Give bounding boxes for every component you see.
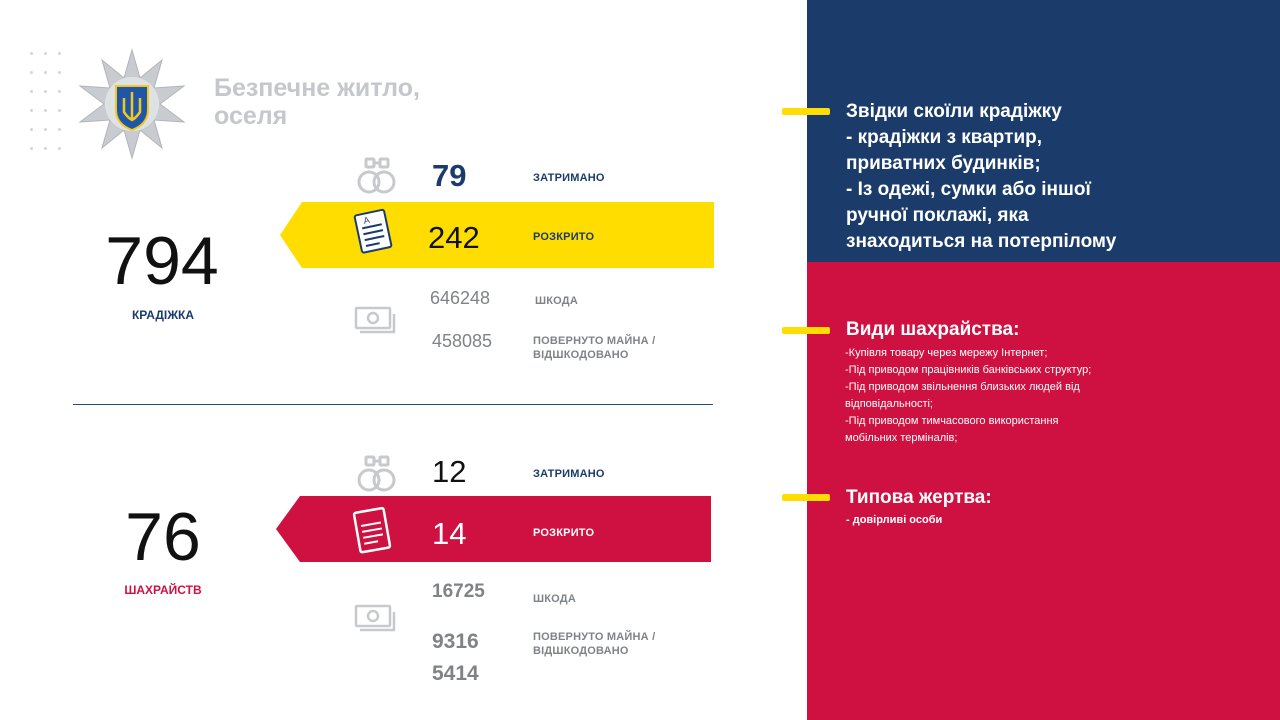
theft-solved-label: РОЗКРИТО bbox=[533, 231, 595, 243]
theft-source-line: знаходиться на потерпілому bbox=[846, 231, 1117, 252]
theft-detained-label: ЗАТРИМАНО bbox=[533, 172, 605, 184]
fraud-solved-band bbox=[276, 496, 711, 567]
page-title-line-1: Безпечне житло, bbox=[214, 74, 420, 102]
svg-text:A: A bbox=[363, 215, 371, 226]
fraud-returned-label: ПОВЕРНУТО МАЙНА / ВІДШКОДОВАНО bbox=[533, 630, 655, 658]
fraud-types-heading: Види шахрайства: bbox=[846, 319, 1020, 340]
decorative-dot bbox=[58, 71, 61, 74]
theft-source-line: - крадіжки з квартир, bbox=[846, 127, 1043, 148]
page-title: Безпечне житло, оселя bbox=[214, 74, 420, 130]
fraud-detained-label: ЗАТРИМАНО bbox=[533, 468, 605, 480]
victim-heading: Типова жертва: bbox=[846, 487, 992, 508]
fraud-types-list: -Купівля товару через мережу Інтернет; -… bbox=[845, 345, 1091, 447]
victim-bullet bbox=[782, 494, 830, 501]
section-divider bbox=[73, 404, 713, 405]
fraud-type-item: -Під приводом звільнення близьких людей … bbox=[845, 381, 1080, 393]
fraud-type-item: мобільних терміналів; bbox=[845, 432, 958, 444]
money-icon bbox=[354, 604, 396, 639]
theft-returned-value: 458085 bbox=[432, 331, 493, 351]
decorative-dot bbox=[44, 109, 47, 112]
fraud-damage-value: 16725 bbox=[432, 581, 485, 602]
document-icon bbox=[350, 506, 396, 559]
decorative-dot bbox=[58, 147, 61, 150]
decorative-dot bbox=[44, 52, 47, 55]
theft-source-text: Звідки скоїли крадіжку - крадіжки з квар… bbox=[846, 99, 1116, 255]
theft-damage-value: 646248 bbox=[430, 288, 491, 308]
decorative-dot bbox=[58, 52, 61, 55]
handcuffs-icon bbox=[356, 155, 398, 202]
page-title-line-2: оселя bbox=[214, 102, 288, 130]
fraud-types-bullet bbox=[782, 327, 830, 334]
decorative-dot bbox=[58, 128, 61, 131]
fraud-type-item: -Під приводом працівників банківських ст… bbox=[845, 364, 1092, 376]
theft-solved-band bbox=[280, 202, 714, 273]
theft-source-line: ручної поклажі, яка bbox=[846, 205, 1029, 226]
fraud-damage-label: ШКОДА bbox=[533, 593, 576, 605]
decorative-dot bbox=[30, 71, 33, 74]
fraud-label: ШАХРАЙСТВ bbox=[124, 583, 202, 597]
fraud-count: 76 bbox=[125, 499, 201, 575]
decorative-dot bbox=[30, 90, 33, 93]
theft-source-bullet bbox=[782, 108, 830, 115]
theft-returned-label: ПОВЕРНУТО МАЙНА / ВІДШКОДОВАНО bbox=[533, 334, 655, 362]
police-emblem-icon bbox=[76, 48, 188, 160]
decorative-dot bbox=[30, 147, 33, 150]
theft-detained-value: 79 bbox=[432, 158, 467, 193]
fraud-info-panel bbox=[807, 262, 1280, 720]
handcuffs-icon bbox=[356, 453, 398, 500]
theft-source-line: - Із одежі, сумки або іншої bbox=[846, 179, 1091, 200]
fraud-type-item: -Купівля товару через мережу Інтернет; bbox=[845, 347, 1048, 359]
fraud-returned-value-line-2: 5414 bbox=[432, 662, 479, 685]
fraud-returned-value-line-1: 9316 bbox=[432, 630, 479, 653]
fraud-detained-value: 12 bbox=[432, 454, 467, 489]
decorative-dot bbox=[30, 109, 33, 112]
fraud-type-item: -Під приводом тимчасового використання bbox=[845, 415, 1059, 427]
decorative-dot bbox=[30, 52, 33, 55]
decorative-dot bbox=[44, 90, 47, 93]
decorative-dot bbox=[58, 90, 61, 93]
fraud-returned-label-line-1: ПОВЕРНУТО МАЙНА / bbox=[533, 631, 656, 643]
theft-returned-label-line-2: ВІДШКОДОВАНО bbox=[533, 349, 629, 361]
decorative-dot bbox=[58, 109, 61, 112]
theft-damage-label: ШКОДА bbox=[535, 295, 578, 307]
decorative-dot bbox=[44, 147, 47, 150]
fraud-solved-label: РОЗКРИТО bbox=[533, 527, 595, 539]
decorative-dot bbox=[44, 128, 47, 131]
theft-source-line: приватних будинків; bbox=[846, 153, 1041, 174]
theft-label: КРАДІЖКА bbox=[131, 308, 195, 322]
document-icon: A bbox=[352, 208, 396, 259]
fraud-type-item: відповідальності; bbox=[845, 398, 933, 410]
dot-grid-decoration bbox=[30, 52, 64, 156]
fraud-solved-value: 14 bbox=[432, 516, 467, 551]
decorative-dot bbox=[30, 128, 33, 131]
theft-solved-value: 242 bbox=[428, 220, 480, 255]
theft-count: 794 bbox=[105, 223, 219, 299]
theft-source-panel bbox=[807, 0, 1280, 262]
theft-source-line: Звідки скоїли крадіжку bbox=[846, 101, 1062, 122]
fraud-returned-value: 9316 5414 bbox=[432, 626, 479, 690]
theft-returned-label-line-1: ПОВЕРНУТО МАЙНА / bbox=[533, 335, 656, 347]
money-icon bbox=[354, 306, 396, 341]
fraud-returned-label-line-2: ВІДШКОДОВАНО bbox=[533, 645, 629, 657]
decorative-dot bbox=[44, 71, 47, 74]
victim-text: - довірливі особи bbox=[846, 514, 943, 526]
